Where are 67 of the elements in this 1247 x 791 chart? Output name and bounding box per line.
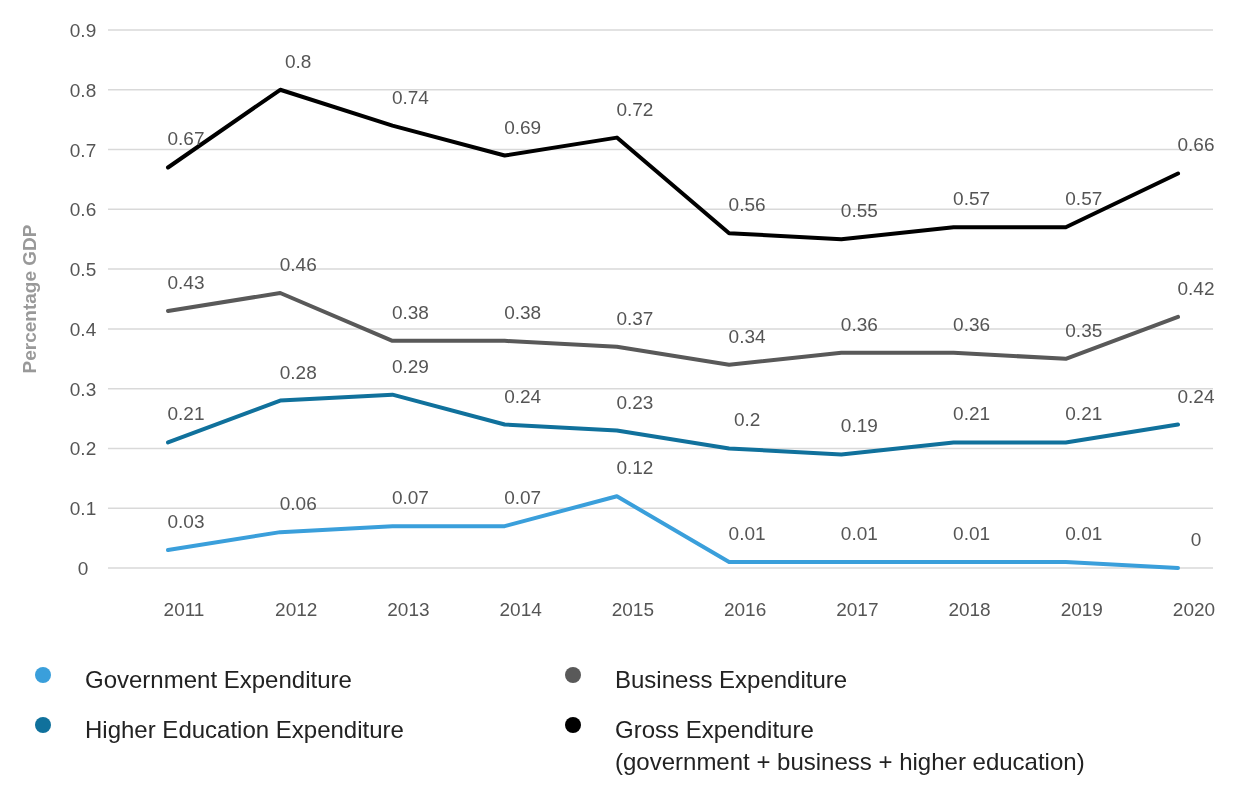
data-label: 0.01 xyxy=(953,523,991,545)
legend-label: Higher Education Expenditure xyxy=(85,716,404,743)
data-label: 0.28 xyxy=(279,361,317,383)
data-label: 0.46 xyxy=(279,254,317,276)
data-label: 0.69 xyxy=(504,116,542,138)
data-label: 0.06 xyxy=(279,493,317,515)
data-label: 0.01 xyxy=(1065,523,1103,545)
data-label: 0.21 xyxy=(1065,403,1103,425)
data-label: 0.42 xyxy=(1177,277,1215,299)
data-label: 0.37 xyxy=(616,307,654,329)
data-label: 0.03 xyxy=(167,511,205,533)
data-label: 0 xyxy=(1190,529,1202,550)
x-tick-label: 2016 xyxy=(723,599,767,620)
line-series xyxy=(166,87,1180,242)
data-label: 0.8 xyxy=(285,50,312,72)
data-label: 0.01 xyxy=(728,523,766,545)
data-label: 0.55 xyxy=(840,200,878,222)
data-label: 0.23 xyxy=(616,391,654,413)
x-tick-label: 2013 xyxy=(387,599,430,620)
y-tick-label: 0.6 xyxy=(69,199,97,221)
y-tick-label: 0.5 xyxy=(69,259,97,281)
x-tick-label: 2011 xyxy=(163,599,205,620)
data-label: 0.67 xyxy=(167,128,205,150)
data-label: 0.56 xyxy=(728,194,766,216)
y-tick-label: 0 xyxy=(77,558,89,579)
data-label: 0.72 xyxy=(616,98,654,120)
y-tick-label: 0.9 xyxy=(69,20,97,41)
data-label: 0.29 xyxy=(391,355,429,377)
data-label: 0.07 xyxy=(504,487,542,509)
data-label: 0.66 xyxy=(1177,134,1215,156)
data-label: 0.38 xyxy=(504,301,542,323)
legend-label: Government Expenditure xyxy=(85,666,352,693)
data-label: 0.35 xyxy=(1065,319,1103,341)
x-tick-label: 2018 xyxy=(948,599,991,620)
x-tick-label: 2012 xyxy=(275,599,318,620)
data-label: 0.74 xyxy=(391,86,430,108)
data-label: 0.01 xyxy=(840,523,878,545)
data-label: 0.12 xyxy=(616,457,654,479)
data-label: 0.2 xyxy=(733,409,761,431)
data-label: 0.43 xyxy=(167,271,205,293)
data-label: 0.07 xyxy=(391,487,429,509)
data-label: 0.24 xyxy=(504,385,542,407)
data-label: 0.21 xyxy=(167,403,205,425)
data-label: 0.24 xyxy=(1177,385,1215,407)
y-tick-label: 0.4 xyxy=(69,318,97,340)
data-label: 0.19 xyxy=(840,415,878,437)
legend-label: Business Expenditure xyxy=(615,666,848,693)
y-tick-label: 0.2 xyxy=(69,438,97,460)
data-label: 0.57 xyxy=(1065,188,1103,210)
y-tick-label: 0.3 xyxy=(69,378,97,400)
data-label: 0.21 xyxy=(953,403,991,425)
x-tick-label: 2014 xyxy=(499,599,543,620)
data-label: 0.34 xyxy=(728,325,767,347)
y-tick-label: 0.7 xyxy=(69,139,97,161)
data-label: 0.57 xyxy=(953,188,991,210)
x-tick-label: 2015 xyxy=(611,599,655,620)
y-tick-label: 0.1 xyxy=(69,498,97,520)
x-tick-label: 2017 xyxy=(836,599,879,620)
x-tick-label: 2020 xyxy=(1172,599,1216,620)
y-tick-label: 0.8 xyxy=(69,79,97,101)
y-axis-title: Percentage GDP xyxy=(19,224,40,374)
data-label: 0.36 xyxy=(840,313,878,335)
legend-label: Gross Expenditure (government + business + higher education) xyxy=(615,716,1085,775)
x-tick-label: 2019 xyxy=(1060,599,1103,620)
data-label: 0.38 xyxy=(391,301,429,323)
data-label: 0.36 xyxy=(953,313,991,335)
line-series xyxy=(166,392,1180,457)
